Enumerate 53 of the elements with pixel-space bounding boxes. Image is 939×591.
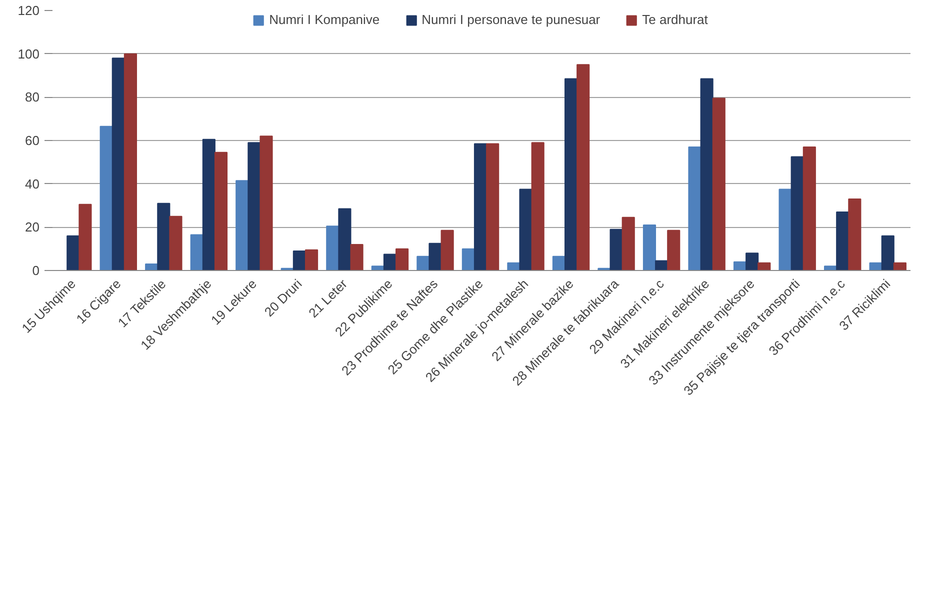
bar bbox=[304, 249, 318, 270]
bar bbox=[667, 230, 680, 270]
y-tick-label: 60 bbox=[25, 133, 40, 148]
y-tick-label: 100 bbox=[18, 46, 40, 62]
bar bbox=[248, 142, 261, 270]
bar bbox=[576, 64, 590, 270]
y-tick-label: 120 bbox=[18, 3, 40, 18]
bar bbox=[112, 58, 125, 270]
bar bbox=[564, 78, 578, 270]
bar bbox=[712, 98, 726, 270]
bar bbox=[622, 216, 635, 270]
bar bbox=[66, 235, 80, 270]
legend-label: Te ardhurat bbox=[642, 12, 708, 27]
bar bbox=[124, 53, 137, 270]
bar bbox=[260, 136, 273, 270]
bar bbox=[486, 143, 500, 270]
bar bbox=[350, 244, 364, 270]
bar bbox=[642, 224, 656, 270]
bar bbox=[157, 202, 170, 270]
bar bbox=[292, 250, 306, 270]
y-tick-label: 80 bbox=[25, 90, 40, 105]
bar bbox=[338, 208, 352, 270]
bar bbox=[610, 228, 623, 270]
bar bbox=[474, 143, 488, 270]
bar bbox=[802, 146, 816, 270]
bar bbox=[531, 142, 544, 270]
bar bbox=[236, 180, 249, 270]
bar bbox=[440, 230, 454, 270]
y-tick-label: 20 bbox=[25, 220, 40, 235]
legend-label: Numri I personave te punesuar bbox=[422, 12, 600, 27]
bar bbox=[758, 262, 771, 270]
bar bbox=[190, 234, 204, 270]
bar bbox=[169, 216, 182, 270]
y-tick-label: 0 bbox=[32, 263, 40, 278]
bar bbox=[790, 156, 804, 270]
bar bbox=[100, 126, 113, 270]
bar bbox=[746, 252, 759, 270]
bar bbox=[778, 188, 792, 270]
bar bbox=[836, 212, 850, 270]
bar bbox=[893, 262, 906, 270]
bar bbox=[519, 188, 532, 270]
bar bbox=[214, 152, 228, 270]
bar bbox=[881, 235, 894, 270]
bar bbox=[202, 138, 216, 270]
bar bbox=[688, 146, 702, 270]
y-tick-label: 40 bbox=[25, 176, 40, 192]
legend-label: Numri I Kompanive bbox=[269, 12, 380, 27]
bar bbox=[700, 78, 714, 270]
bar bbox=[428, 242, 442, 270]
bar bbox=[78, 204, 92, 270]
bar bbox=[396, 248, 409, 270]
bar bbox=[326, 226, 340, 270]
bar bbox=[848, 198, 862, 270]
